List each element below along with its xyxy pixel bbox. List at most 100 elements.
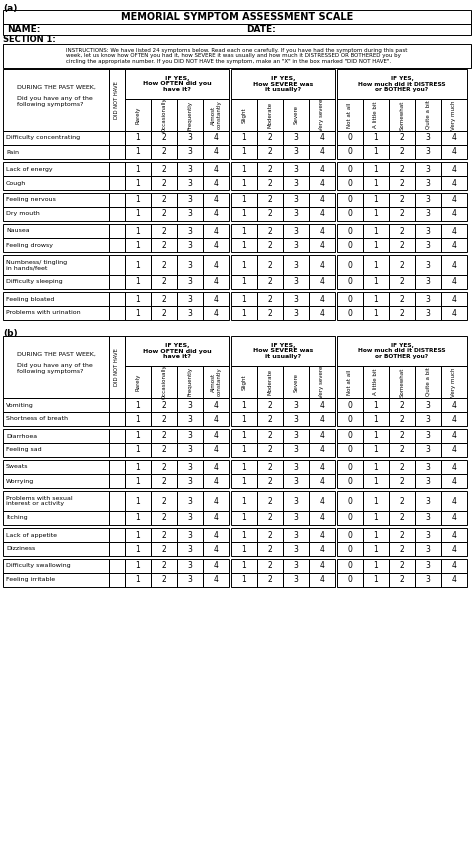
Text: Not at all: Not at all: [347, 369, 353, 394]
Bar: [283, 573, 309, 587]
Bar: [415, 255, 441, 275]
Bar: [109, 460, 125, 474]
Text: 3: 3: [188, 196, 192, 204]
Bar: [337, 224, 363, 238]
Bar: [177, 474, 203, 488]
Text: 3: 3: [293, 400, 299, 410]
Bar: [125, 224, 151, 238]
Text: 3: 3: [293, 277, 299, 287]
Bar: [283, 145, 309, 159]
Bar: [3, 69, 109, 131]
Text: 3: 3: [188, 277, 192, 287]
Bar: [203, 491, 229, 511]
Text: 4: 4: [214, 514, 219, 522]
Bar: [363, 429, 389, 443]
Bar: [177, 292, 203, 306]
Text: 3: 3: [426, 210, 430, 218]
Text: 4: 4: [452, 545, 456, 553]
Bar: [109, 193, 125, 207]
Text: 1: 1: [374, 295, 378, 303]
Bar: [309, 145, 335, 159]
Text: 4: 4: [452, 462, 456, 472]
Bar: [3, 491, 109, 511]
Text: 0: 0: [347, 295, 353, 303]
Text: 2: 2: [400, 431, 404, 441]
Bar: [231, 255, 257, 275]
Text: 2: 2: [400, 227, 404, 235]
Bar: [109, 429, 125, 443]
Bar: [283, 559, 309, 573]
Text: 2: 2: [268, 165, 273, 174]
Bar: [125, 429, 151, 443]
Bar: [441, 145, 467, 159]
Text: 1: 1: [242, 462, 246, 472]
Bar: [389, 224, 415, 238]
Text: 4: 4: [319, 308, 324, 318]
Text: Vomiting: Vomiting: [6, 403, 34, 407]
Text: 3: 3: [293, 210, 299, 218]
Text: 4: 4: [319, 196, 324, 204]
Bar: [309, 162, 335, 176]
Text: 1: 1: [242, 562, 246, 570]
Bar: [257, 542, 283, 556]
Bar: [109, 131, 125, 145]
Text: 0: 0: [347, 308, 353, 318]
Text: 0: 0: [347, 576, 353, 584]
Text: 1: 1: [136, 545, 140, 553]
Text: 1: 1: [374, 165, 378, 174]
Text: 2: 2: [162, 210, 166, 218]
Text: Feeling bloated: Feeling bloated: [6, 296, 55, 302]
Bar: [203, 559, 229, 573]
Bar: [3, 511, 109, 525]
Bar: [203, 131, 229, 145]
Bar: [363, 275, 389, 289]
Bar: [125, 162, 151, 176]
Text: Severe: Severe: [293, 373, 299, 392]
Text: 1: 1: [136, 514, 140, 522]
Text: MEMORIAL SYMPTOM ASSESSMENT SCALE: MEMORIAL SYMPTOM ASSESSMENT SCALE: [121, 12, 353, 22]
Bar: [109, 162, 125, 176]
Bar: [337, 528, 363, 542]
Bar: [203, 460, 229, 474]
Bar: [441, 511, 467, 525]
Bar: [3, 176, 109, 190]
Bar: [109, 306, 125, 320]
Text: Almost
constantly: Almost constantly: [210, 101, 221, 130]
Text: 3: 3: [426, 514, 430, 522]
Bar: [125, 573, 151, 587]
Bar: [203, 193, 229, 207]
Text: 3: 3: [188, 431, 192, 441]
Text: 4: 4: [452, 165, 456, 174]
Text: 1: 1: [374, 260, 378, 270]
Text: 3: 3: [426, 148, 430, 156]
Bar: [363, 99, 389, 131]
Bar: [415, 176, 441, 190]
Bar: [109, 176, 125, 190]
Bar: [151, 443, 177, 457]
Bar: [151, 131, 177, 145]
Bar: [389, 176, 415, 190]
Bar: [203, 207, 229, 221]
Bar: [441, 412, 467, 426]
Bar: [309, 176, 335, 190]
Text: 2: 2: [400, 477, 404, 485]
Bar: [389, 207, 415, 221]
Bar: [203, 366, 229, 398]
Text: Very much: Very much: [452, 368, 456, 397]
Bar: [151, 275, 177, 289]
Bar: [257, 398, 283, 412]
Bar: [231, 573, 257, 587]
Bar: [363, 511, 389, 525]
Bar: [177, 193, 203, 207]
Text: Difficulty sleeping: Difficulty sleeping: [6, 279, 63, 284]
Text: Feeling irritable: Feeling irritable: [6, 577, 55, 582]
Text: 3: 3: [426, 497, 430, 505]
Text: 2: 2: [162, 415, 166, 423]
Text: 3: 3: [188, 210, 192, 218]
Bar: [3, 193, 109, 207]
Text: 2: 2: [400, 165, 404, 174]
Text: 2: 2: [400, 576, 404, 584]
Text: DURING THE PAST WEEK,

Did you have any of the
following symptoms?: DURING THE PAST WEEK, Did you have any o…: [17, 85, 95, 107]
Bar: [337, 443, 363, 457]
Bar: [125, 193, 151, 207]
